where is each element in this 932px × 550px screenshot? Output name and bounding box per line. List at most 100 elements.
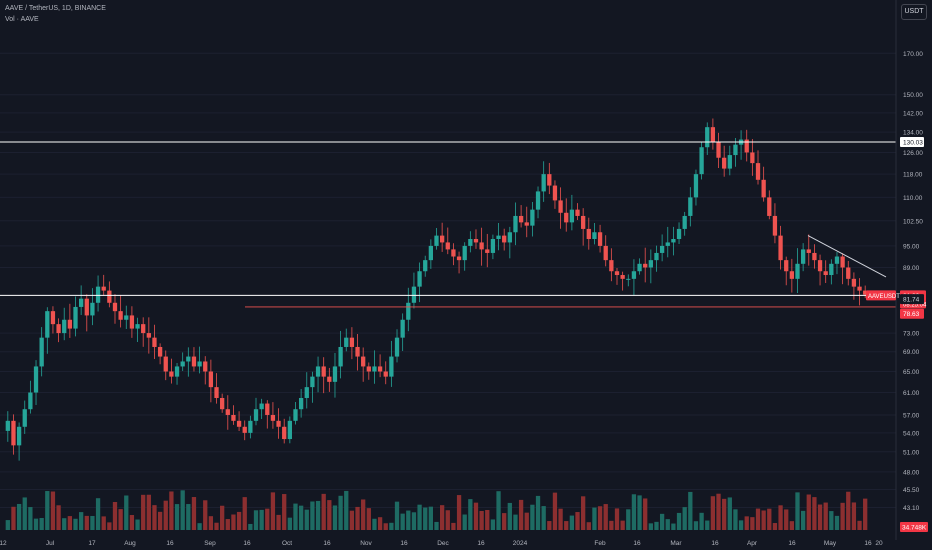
candle-body xyxy=(750,152,755,164)
candle-body xyxy=(693,174,699,198)
candle-body xyxy=(394,337,400,357)
volume-bar xyxy=(592,507,597,530)
volume-bar xyxy=(50,491,56,530)
candle-body xyxy=(79,298,84,307)
time-tick-label: Jul xyxy=(46,540,55,547)
volume-bar xyxy=(287,517,292,530)
volume-value-label: 34.748K xyxy=(902,525,927,532)
volume-bar xyxy=(750,517,755,530)
volume-bar xyxy=(772,523,778,530)
candle-body xyxy=(767,197,772,216)
candle-body xyxy=(50,311,56,325)
volume-bar xyxy=(693,521,699,530)
volume-bar xyxy=(186,504,191,530)
volume-bar xyxy=(152,505,157,530)
volume-bar xyxy=(806,494,811,530)
candle-body xyxy=(473,239,479,243)
candle-body xyxy=(327,376,332,382)
volume-indicator-label: Vol · AAVE xyxy=(5,16,39,23)
volume-bar xyxy=(462,514,467,530)
volume-bar xyxy=(659,513,665,530)
volume-bar xyxy=(389,522,394,530)
candle-body xyxy=(445,242,450,250)
price-tick-label: 126.00 xyxy=(903,150,923,157)
volume-bar xyxy=(315,500,321,530)
volume-bar xyxy=(564,521,569,530)
candle-body xyxy=(270,414,276,421)
price-tick-label: 89.00 xyxy=(903,265,920,272)
volume-bar xyxy=(755,508,761,530)
candle-body xyxy=(434,235,439,246)
volume-bar xyxy=(834,515,840,530)
volume-bar xyxy=(829,511,834,530)
volume-bar xyxy=(361,499,366,530)
price-labels: 130.03AAVEUSDT81.8208:25:0481.7478.6334.… xyxy=(866,137,928,532)
time-tick-label: 16 xyxy=(166,540,174,547)
candle-body xyxy=(276,420,281,427)
time-tick-label: Nov xyxy=(360,540,372,547)
candle-body xyxy=(778,235,783,261)
candle-body xyxy=(597,232,603,246)
volume-bar xyxy=(372,518,377,530)
volume-bar xyxy=(682,507,687,530)
volume-bar xyxy=(445,510,450,530)
volume-bar xyxy=(400,513,405,530)
candle-body xyxy=(389,356,394,377)
bid-price-label: 81.74 xyxy=(903,297,920,304)
candle-body xyxy=(716,142,721,158)
candle-body xyxy=(541,174,546,192)
candle-body xyxy=(795,263,800,279)
volume-bar xyxy=(676,512,682,530)
candle-body xyxy=(485,249,490,253)
volume-bar xyxy=(767,508,772,530)
candle-body xyxy=(344,337,349,347)
time-tick-label: 16 xyxy=(711,540,719,547)
volume-histogram xyxy=(5,490,868,530)
volume-bar xyxy=(473,502,479,530)
volume-bar xyxy=(620,520,625,530)
price-tick-label: 57.00 xyxy=(903,412,920,419)
candle-body xyxy=(800,249,806,264)
candle-body xyxy=(637,263,642,272)
volume-bar xyxy=(16,503,22,530)
candle-body xyxy=(180,361,185,367)
candle-body xyxy=(654,252,659,261)
candle-body xyxy=(366,366,371,372)
volume-bar xyxy=(423,507,428,530)
candle-body xyxy=(530,209,535,226)
price-tick-label: 48.00 xyxy=(903,469,920,476)
volume-bar xyxy=(496,491,501,530)
candle-body xyxy=(157,346,163,357)
candlestick-series xyxy=(5,118,868,461)
trend-line[interactable] xyxy=(807,235,887,278)
candle-body xyxy=(56,324,61,334)
candle-body xyxy=(361,356,366,367)
candle-body xyxy=(428,245,434,261)
volume-bar xyxy=(530,504,535,530)
symbol-tag: AAVEUSDT xyxy=(868,294,900,300)
candle-body xyxy=(197,361,202,367)
currency-unit-button[interactable]: USDT xyxy=(901,4,927,20)
volume-bar xyxy=(411,512,417,530)
candle-body xyxy=(496,235,501,240)
volume-bar xyxy=(603,504,608,530)
symbol-title: AAVE / TetherUS, 1D, BINANCE xyxy=(5,5,106,12)
candle-body xyxy=(671,239,676,243)
candle-body xyxy=(124,315,129,320)
candle-body xyxy=(784,260,789,272)
volume-bar xyxy=(163,500,168,530)
volume-bar xyxy=(220,505,225,530)
volume-bar xyxy=(321,493,326,530)
candle-body xyxy=(355,346,360,357)
volume-bar xyxy=(439,505,445,530)
candle-body xyxy=(834,256,840,264)
candle-body xyxy=(321,366,326,377)
volume-bar xyxy=(434,521,439,530)
candle-body xyxy=(203,361,208,372)
volume-bar xyxy=(637,495,642,530)
candle-body xyxy=(722,157,727,169)
volume-bar xyxy=(118,509,123,530)
candle-body xyxy=(817,260,823,272)
volume-bar xyxy=(197,523,202,530)
